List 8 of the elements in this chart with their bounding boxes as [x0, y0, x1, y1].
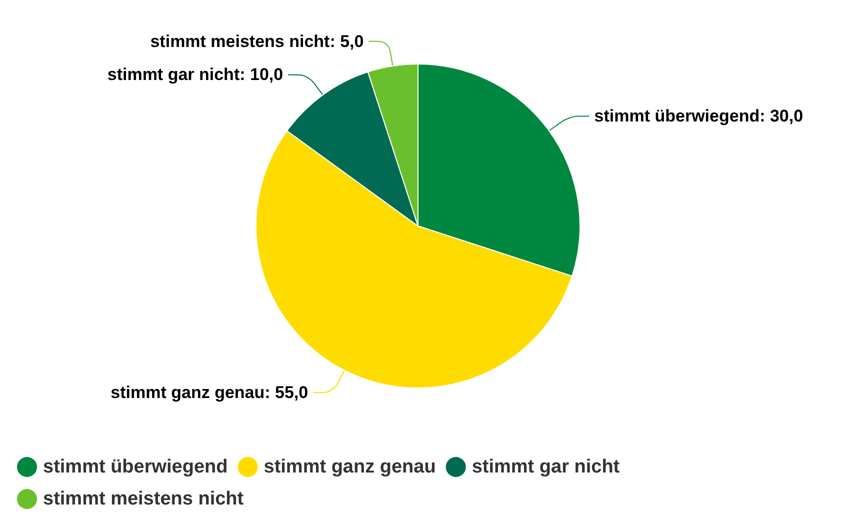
data-label: stimmt ganz genau: 55,0 [110, 383, 308, 402]
data-label: stimmt meistens nicht: 5,0 [150, 32, 364, 51]
legend-label: stimmt meistens nicht [43, 488, 244, 510]
legend-label: stimmt überwiegend [43, 456, 228, 478]
data-label: stimmt überwiegend: 30,0 [594, 106, 804, 126]
legend-label: stimmt gar nicht [472, 456, 620, 478]
data-label: stimmt gar nicht: 10,0 [107, 65, 284, 84]
legend-label: stimmt ganz genau [264, 456, 436, 478]
